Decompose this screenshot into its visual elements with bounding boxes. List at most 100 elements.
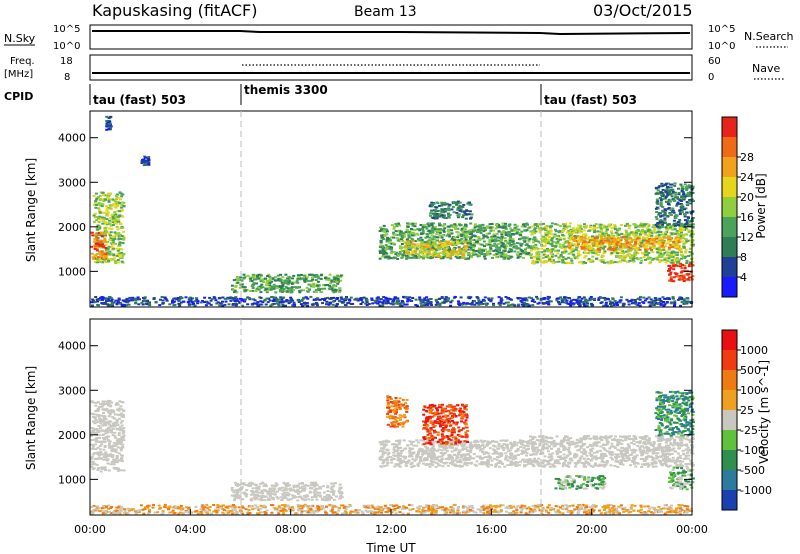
data-cell <box>452 248 456 250</box>
data-cell <box>536 225 539 228</box>
data-cell <box>520 230 524 233</box>
data-cell <box>669 302 673 305</box>
data-cell <box>221 304 225 307</box>
data-cell <box>443 251 447 254</box>
data-cell <box>686 278 690 281</box>
data-cell <box>404 296 408 299</box>
data-cell <box>96 234 100 236</box>
data-cell <box>527 253 531 256</box>
data-cell <box>460 235 464 237</box>
data-cell <box>659 243 663 246</box>
data-cell <box>120 195 124 198</box>
data-cell <box>536 261 540 264</box>
data-cell <box>595 240 599 243</box>
data-cell <box>667 237 671 240</box>
data-cell <box>261 279 265 282</box>
data-cell <box>458 247 462 250</box>
data-cell <box>550 233 554 236</box>
data-cell <box>658 233 662 236</box>
data-cell <box>439 228 443 231</box>
data-cell <box>433 217 437 220</box>
data-cell <box>671 263 675 265</box>
data-cell <box>654 235 658 238</box>
data-cell <box>314 301 318 304</box>
data-cell <box>595 257 599 260</box>
data-cell <box>483 296 487 299</box>
data-cell <box>680 185 684 188</box>
data-cell <box>675 196 679 199</box>
data-cell <box>544 232 548 235</box>
data-cell <box>443 201 446 204</box>
data-cell <box>119 227 123 229</box>
data-cell <box>447 232 451 235</box>
data-cell <box>677 278 681 281</box>
data-cell <box>429 212 433 215</box>
data-cell <box>660 182 664 185</box>
data-cell <box>145 300 149 302</box>
data-cell <box>671 190 675 193</box>
data-cell <box>276 274 280 277</box>
data-cell <box>429 203 433 206</box>
data-cell <box>576 243 580 246</box>
data-cell <box>535 295 539 298</box>
data-cell <box>456 251 460 254</box>
data-cell <box>265 297 269 300</box>
data-cell <box>458 241 462 244</box>
data-cell <box>257 273 261 276</box>
data-cell <box>504 234 508 236</box>
data-cell <box>569 242 573 245</box>
data-cell <box>303 301 306 304</box>
data-cell <box>118 243 121 246</box>
data-cell <box>683 269 687 272</box>
data-cell <box>691 233 695 236</box>
data-cell <box>441 242 445 245</box>
data-cell <box>488 239 492 241</box>
data-cell <box>554 261 558 263</box>
data-cell <box>234 296 238 299</box>
data-cell <box>664 250 668 253</box>
data-cell <box>267 297 271 300</box>
data-cell <box>668 273 671 276</box>
data-cell <box>96 239 100 242</box>
data-cell <box>454 201 458 204</box>
data-cell <box>623 233 627 236</box>
data-cell <box>446 255 449 258</box>
data-cell <box>613 237 617 240</box>
data-cell <box>671 211 674 213</box>
data-cell <box>109 242 113 245</box>
data-cell <box>402 232 406 235</box>
data-cell <box>392 236 396 239</box>
data-cell <box>493 238 497 241</box>
data-cell <box>562 298 566 301</box>
data-cell <box>508 231 512 234</box>
data-cell <box>662 193 665 196</box>
data-cell <box>487 232 491 235</box>
nsky-strip: N.Sky 10^5 10^0 10^5 10^0 N.Search <box>4 24 794 52</box>
data-cell <box>672 276 676 279</box>
data-cell <box>480 224 484 227</box>
data-cell <box>448 203 452 206</box>
data-cell <box>453 252 457 255</box>
data-cell <box>102 216 106 219</box>
data-cell <box>493 242 497 245</box>
colorbar-frame <box>721 116 738 298</box>
data-cell <box>376 296 380 299</box>
data-cell <box>571 302 575 305</box>
data-cell <box>283 289 287 292</box>
data-cell <box>373 299 377 302</box>
data-cell <box>499 302 503 305</box>
data-cell <box>100 255 104 258</box>
data-cell <box>246 274 250 277</box>
data-cell <box>509 250 513 253</box>
data-cell <box>124 300 128 303</box>
data-cell <box>277 304 281 307</box>
data-cell <box>645 236 649 239</box>
data-cell <box>110 445 114 448</box>
data-cell <box>296 281 300 284</box>
data-cell <box>674 264 678 267</box>
data-cell <box>578 303 582 306</box>
data-cell <box>120 303 124 306</box>
data-cell <box>263 277 267 280</box>
data-cell <box>98 234 102 237</box>
data-cell <box>452 236 456 239</box>
